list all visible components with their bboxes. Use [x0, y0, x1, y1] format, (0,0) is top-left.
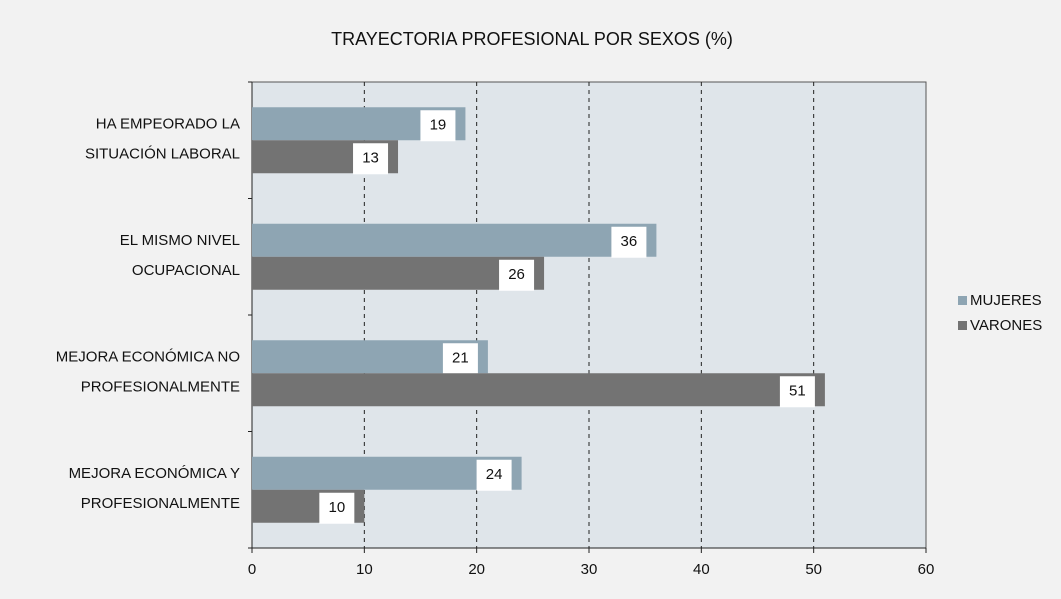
data-label: 10	[328, 499, 345, 516]
data-label-box	[420, 110, 456, 142]
chart-title: TRAYECTORIA PROFESIONAL POR SEXOS (%)	[331, 29, 733, 49]
y-tick-label-line: EL MISMO NIVEL	[120, 232, 240, 249]
data-label: 24	[486, 466, 503, 483]
data-label: 26	[508, 266, 525, 283]
data-label-box	[476, 459, 512, 491]
data-label-box	[319, 492, 355, 524]
y-tick-label: HA EMPEORADO LA SITUACIÓN LABORAL	[85, 115, 240, 162]
data-label: 51	[789, 383, 806, 400]
data-label-box	[442, 343, 478, 375]
data-label-box	[611, 226, 647, 258]
legend-swatch	[958, 321, 967, 330]
y-tick-label-line: HA EMPEORADO LA	[96, 115, 240, 132]
data-label-box	[499, 259, 535, 291]
data-label: 21	[452, 350, 469, 367]
y-tick-label: MEJORA ECONÓMICA NO PROFESIONALMENTE	[56, 348, 240, 395]
bar	[252, 223, 657, 257]
legend-label: MUJERES	[970, 292, 1042, 309]
x-tick-label: 40	[693, 561, 710, 578]
y-tick-label-line: SITUACIÓN LABORAL	[85, 145, 240, 162]
y-tick-label-line: MEJORA ECONÓMICA Y	[69, 465, 240, 482]
data-label-box	[353, 143, 389, 175]
x-tick-label: 60	[918, 561, 935, 578]
x-tick-label: 20	[468, 561, 485, 578]
y-tick-label: EL MISMO NIVEL OCUPACIONAL	[120, 232, 240, 279]
y-tick-label-line: OCUPACIONAL	[132, 262, 240, 279]
x-tick-label: 30	[581, 561, 598, 578]
data-label: 19	[430, 117, 447, 134]
y-tick-label-line: PROFESIONALMENTE	[81, 495, 240, 512]
bar	[252, 373, 825, 407]
bar	[252, 256, 545, 290]
y-tick-label-line: PROFESIONALMENTE	[81, 378, 240, 395]
x-tick-label: 0	[248, 561, 256, 578]
data-label: 13	[362, 150, 379, 167]
y-tick-label-line: MEJORA ECONÓMICA NO	[56, 348, 240, 365]
y-tick-label: MEJORA ECONÓMICA Y PROFESIONALMENTE	[69, 465, 240, 512]
data-label: 36	[621, 233, 638, 250]
data-label-box	[779, 376, 815, 408]
legend-label: VARONES	[970, 317, 1042, 334]
x-tick-label: 10	[356, 561, 373, 578]
x-tick-label: 50	[805, 561, 822, 578]
legend-swatch	[958, 296, 967, 305]
